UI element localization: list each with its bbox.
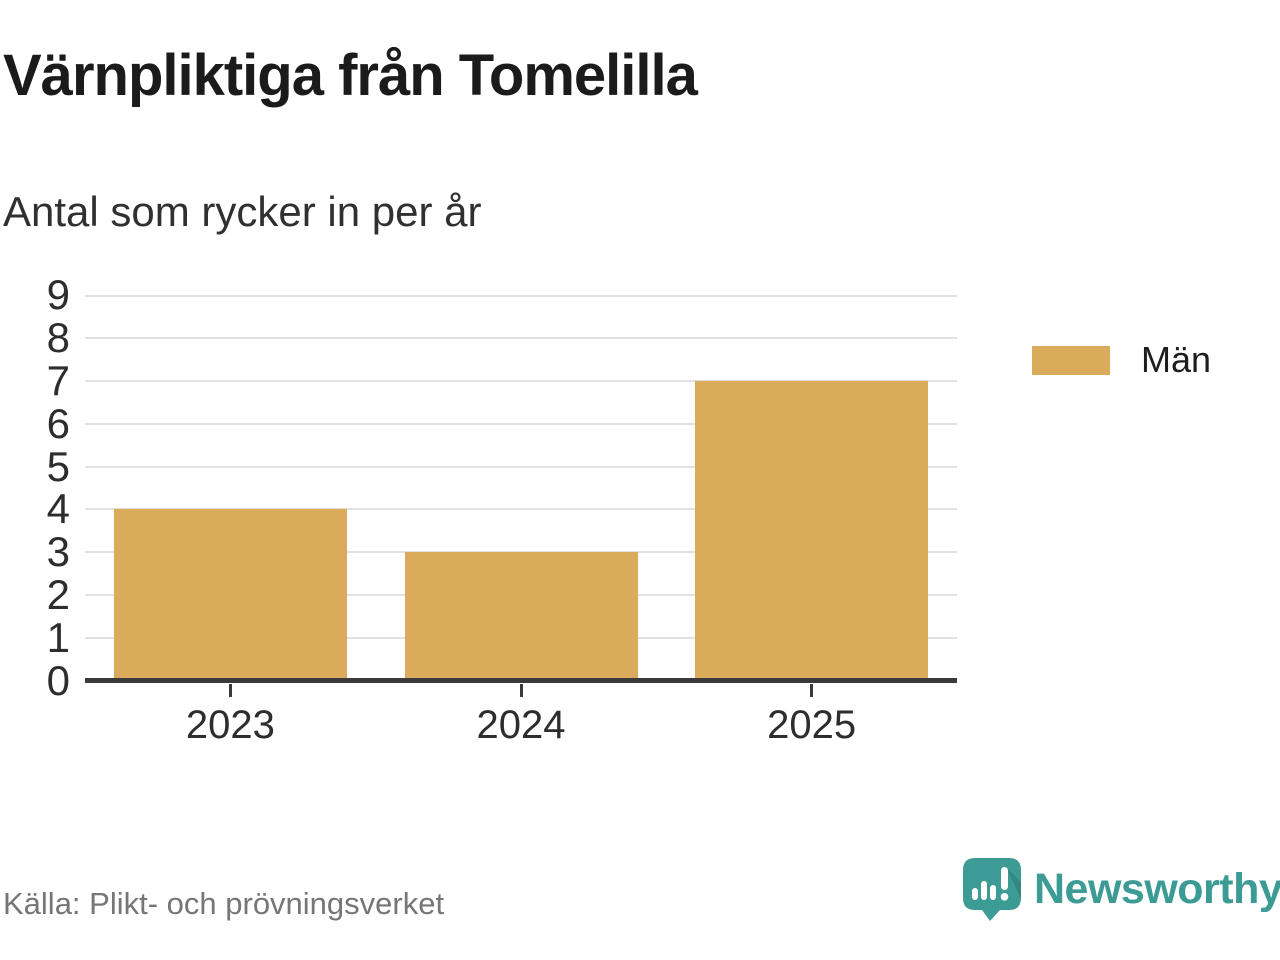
gridline <box>85 422 957 425</box>
gridline <box>85 465 957 468</box>
bar-chart-speech-bubble-icon <box>963 858 1021 921</box>
y-tick-label: 2 <box>46 571 70 619</box>
y-tick-label: 7 <box>46 356 70 404</box>
y-tick-label: 4 <box>46 485 70 533</box>
legend-swatch <box>1032 345 1110 375</box>
newsworthy-wordmark: Newsworthy <box>1034 865 1280 913</box>
gridline <box>85 336 957 339</box>
x-tick-label: 2024 <box>476 703 566 747</box>
y-tick-label: 0 <box>46 657 70 704</box>
bar-2025 <box>695 380 929 681</box>
y-tick-label: 3 <box>46 528 70 576</box>
newsworthy-logo: Newsworthy <box>963 858 1280 921</box>
gridline <box>85 295 957 297</box>
chart-subtitle: Antal som rycker in per år <box>3 188 482 235</box>
plot-area <box>85 295 957 697</box>
y-tick-label: 8 <box>46 313 70 361</box>
y-tick-label: 6 <box>46 399 70 447</box>
gridline <box>85 379 957 382</box>
gridline <box>85 508 957 511</box>
x-axis-line <box>85 678 957 683</box>
legend: Män <box>1032 339 1211 381</box>
page-title: Värnpliktiga från Tomelilla <box>3 43 698 108</box>
x-axis-tick <box>810 684 814 697</box>
x-axis-tick <box>228 684 232 697</box>
y-tick-label: 1 <box>46 614 70 662</box>
bar-2024 <box>404 552 638 681</box>
x-tick-label: 2023 <box>185 703 275 747</box>
y-tick-label: 9 <box>46 271 70 318</box>
x-tick-label: 2025 <box>767 703 857 747</box>
gridline <box>85 551 957 554</box>
legend-label: Män <box>1141 339 1212 380</box>
source-note: Källa: Plikt- och prövningsverket <box>3 886 445 921</box>
y-tick-label: 5 <box>46 442 70 490</box>
x-axis-tick <box>519 684 523 697</box>
bar-2023 <box>113 509 347 681</box>
